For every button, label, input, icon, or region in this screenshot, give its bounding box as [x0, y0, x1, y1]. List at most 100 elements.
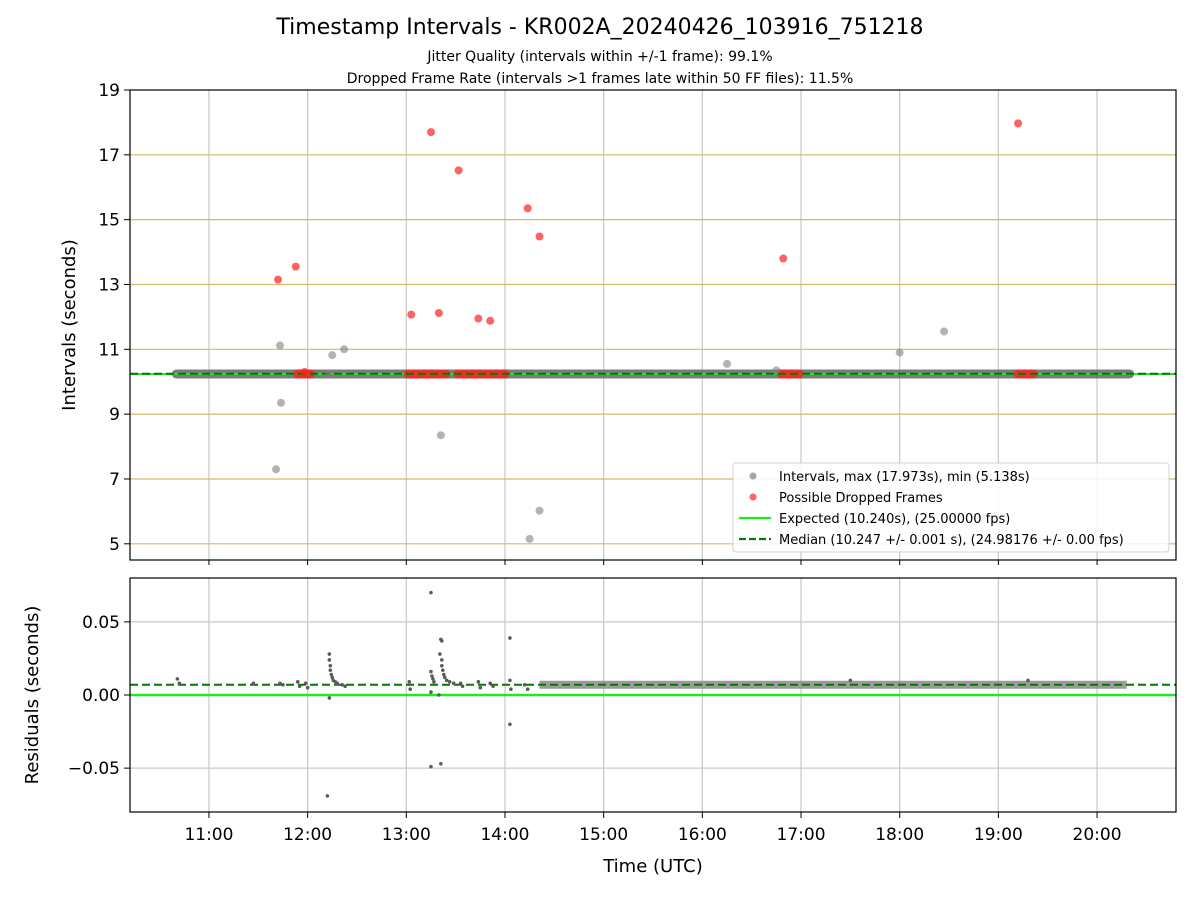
x-tick-label: 17:00	[777, 825, 826, 845]
residuals-panel: 0.05 0.00 −0.05 11:00 12:00 13:00 14:00 15:00 16…	[22, 577, 1177, 877]
legend: Intervals, max (17.973s), min (5.138s) Po…	[732, 462, 1170, 553]
residual-point	[295, 680, 300, 684]
interval-point	[276, 398, 285, 407]
legend-dropped-label: Possible Dropped Frames	[779, 491, 943, 506]
y-tick-label: 7	[109, 470, 120, 490]
interval-point	[275, 341, 284, 350]
y-tick-label: 15	[98, 211, 120, 231]
residual-point	[325, 794, 330, 798]
legend-box	[732, 462, 1170, 553]
residual-point	[508, 722, 512, 727]
interval-point	[340, 345, 349, 354]
residual-point	[297, 684, 302, 689]
residuals-y-axis-label: Residuals (seconds)	[22, 606, 43, 785]
interval-point	[895, 348, 904, 357]
residual-point	[525, 687, 530, 691]
residual-point	[251, 681, 256, 686]
interval-point	[272, 465, 281, 474]
residual-point	[438, 652, 442, 656]
interval-point	[940, 327, 949, 336]
residual-point	[437, 693, 441, 697]
residual-point	[305, 685, 310, 690]
chart-title: Timestamp Intervals - KR002A_20240426_10…	[276, 15, 924, 40]
residual-point	[177, 681, 182, 686]
chart-subtitle-dropped: Dropped Frame Rate (intervals >1 frames …	[346, 71, 854, 87]
x-axis-label: Time (UTC)	[602, 856, 703, 877]
residual-point	[476, 680, 481, 684]
residual-point	[447, 680, 452, 684]
residual-point	[330, 675, 335, 680]
residual-point	[327, 652, 332, 656]
residual-point	[327, 658, 332, 662]
x-tick-label: 19:00	[974, 825, 1023, 845]
dropped-frame-point	[300, 368, 309, 376]
residual-point	[343, 684, 347, 689]
residual-point	[429, 764, 433, 769]
residual-point	[432, 680, 436, 684]
residual-point	[508, 636, 512, 640]
residual-point	[329, 672, 334, 677]
x-tick-label: 15:00	[579, 825, 628, 845]
residual-point	[328, 668, 333, 672]
residual-point	[429, 669, 433, 674]
interval-point	[325, 369, 334, 378]
residual-point	[431, 677, 435, 681]
residual-point	[175, 677, 180, 681]
y-tick-label: 17	[98, 146, 120, 166]
residual-point	[439, 761, 443, 766]
y-tick-label: 0.00	[82, 686, 120, 706]
dropped-frame-point	[779, 254, 788, 263]
legend-expected-label: Expected (10.240s), (25.00000 fps)	[779, 512, 1010, 527]
residual-point	[440, 658, 444, 662]
x-tick-label: 20:00	[1073, 825, 1122, 845]
residual-point	[478, 685, 483, 690]
residual-point	[407, 680, 412, 684]
legend-median-label: Median (10.247 +/- 0.001 s), (24.98176 +…	[779, 533, 1124, 548]
dropped-frame-point	[454, 166, 463, 175]
intervals-axes-frame	[129, 89, 1177, 561]
x-tick-label: 14:00	[480, 825, 529, 845]
interval-point	[772, 366, 781, 375]
residual-point	[328, 663, 333, 668]
residual-point	[848, 678, 853, 683]
interval-point	[328, 351, 337, 360]
residual-point	[440, 639, 444, 643]
y-tick-label: 9	[109, 405, 120, 425]
residual-point	[327, 696, 332, 700]
y-tick-label: 11	[98, 340, 120, 360]
residual-point	[509, 687, 513, 691]
residual-point	[429, 590, 433, 595]
x-tick-label: 16:00	[678, 825, 727, 845]
residual-point	[281, 682, 285, 687]
residual-point	[522, 682, 527, 687]
residual-point	[458, 681, 463, 686]
residual-point	[488, 681, 492, 686]
x-tick-label: 18:00	[875, 825, 924, 845]
dropped-frame-point	[434, 309, 443, 318]
dropped-frame-point	[407, 310, 416, 319]
residual-point	[508, 678, 512, 683]
intervals-panel: 5 7 9 11 13 15 17 19 Intervals (seconds)	[59, 81, 1177, 565]
residual-point	[444, 678, 449, 683]
residual-point	[408, 687, 413, 691]
x-tick-label: 12:00	[283, 825, 332, 845]
y-tick-label: −0.05	[68, 759, 120, 779]
residual-point	[303, 681, 308, 686]
residual-point	[429, 690, 433, 694]
x-tick-label: 11:00	[184, 825, 233, 845]
residual-point	[491, 684, 495, 689]
dropped-frame-point	[535, 232, 544, 241]
residual-point	[430, 674, 434, 678]
residual-point	[335, 681, 340, 686]
x-tick-label: 13:00	[382, 825, 431, 845]
y-tick-label: 13	[98, 275, 120, 295]
residual-point	[340, 682, 344, 687]
residual-point	[440, 663, 444, 668]
y-tick-label: 0.05	[82, 613, 120, 633]
dropped-frame-point	[426, 128, 435, 137]
dropped-frame-point	[486, 316, 495, 325]
legend-intervals-marker	[749, 472, 757, 480]
y-tick-label: 19	[98, 81, 120, 101]
residual-point	[442, 672, 446, 677]
